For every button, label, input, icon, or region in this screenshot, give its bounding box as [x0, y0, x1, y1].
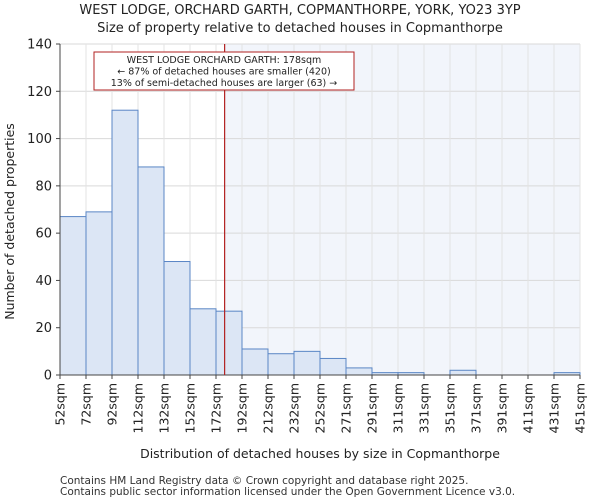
chart-title: WEST LODGE, ORCHARD GARTH, COPMANTHORPE,… [79, 3, 521, 18]
annotation-line-1: WEST LODGE ORCHARD GARTH: 178sqm [127, 55, 322, 66]
x-tick-label: 271sqm [339, 383, 354, 433]
x-tick-label: 252sqm [313, 383, 328, 433]
x-tick-label: 232sqm [287, 383, 302, 433]
chart-subtitle: Size of property relative to detached ho… [97, 21, 503, 36]
bar-172sqm [215, 310, 243, 376]
x-tick-label: 92sqm [105, 383, 120, 426]
bar-351sqm [449, 369, 477, 376]
bar-252sqm [319, 357, 347, 376]
annotation-line-2: ← 87% of detached houses are smaller (42… [117, 67, 330, 78]
y-tick-label: 100 [27, 132, 52, 147]
annotation-box [93, 51, 355, 91]
x-tick-label: 112sqm [131, 383, 146, 433]
x-tick-label: 52sqm [53, 383, 68, 426]
x-tick-label: 371sqm [469, 383, 484, 433]
x-tick-label: 331sqm [417, 383, 432, 433]
bar-52sqm [59, 216, 87, 376]
footer-licence: Contains public sector information licen… [60, 486, 516, 498]
x-tick-label: 311sqm [391, 383, 406, 433]
x-tick-label: 391sqm [495, 383, 510, 433]
annotation-line-3: 13% of semi-detached houses are larger (… [111, 78, 338, 89]
bar-152sqm [189, 308, 217, 376]
x-tick-label: 152sqm [183, 383, 198, 433]
y-tick-label: 60 [35, 227, 52, 242]
y-tick-label: 20 [35, 321, 52, 336]
y-axis-label: Number of detached properties [2, 123, 17, 320]
x-tick-label: 451sqm [573, 383, 588, 433]
bar-271sqm [345, 367, 373, 376]
footer-copyright: Contains HM Land Registry data © Crown c… [60, 475, 469, 487]
highlight-region [224, 44, 580, 375]
y-tick-label: 120 [27, 85, 52, 100]
x-tick-label: 132sqm [157, 383, 172, 433]
x-tick-label: 172sqm [209, 383, 224, 433]
x-tick-label: 291sqm [365, 383, 380, 433]
x-tick-label: 192sqm [235, 383, 250, 433]
bar-232sqm [293, 350, 321, 376]
x-tick-label: 431sqm [547, 383, 562, 433]
bar-132sqm [163, 261, 191, 376]
bar-72sqm [85, 211, 113, 376]
x-tick-label: 212sqm [261, 383, 276, 433]
bar-92sqm [111, 109, 139, 376]
y-tick-label: 80 [35, 179, 52, 194]
x-tick-label: 351sqm [443, 383, 458, 433]
x-axis-label: Distribution of detached houses by size … [140, 446, 500, 461]
bar-112sqm [137, 166, 165, 376]
bar-212sqm [267, 353, 295, 376]
x-tick-label: 72sqm [79, 383, 94, 426]
y-tick-label: 140 [27, 38, 52, 53]
y-tick-label: 40 [35, 274, 52, 289]
bar-192sqm [241, 348, 269, 376]
x-tick-label: 411sqm [521, 383, 536, 433]
y-tick-label: 0 [44, 369, 52, 384]
